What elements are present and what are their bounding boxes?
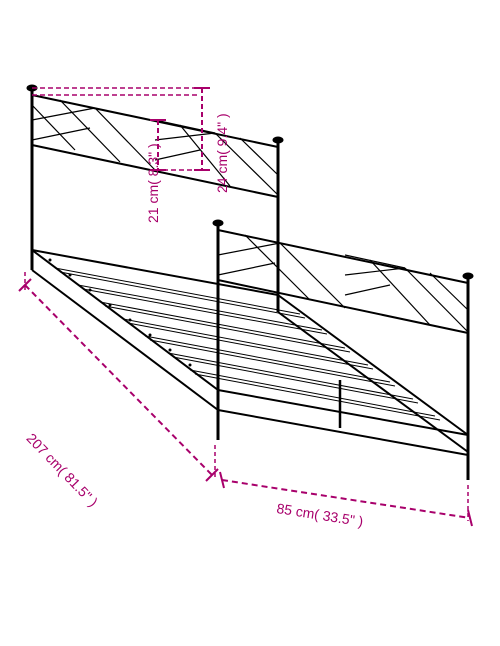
height-outer-label: 24 cm( 9.4" ) bbox=[214, 113, 230, 193]
dim-in: ( 8.3" ) bbox=[145, 143, 161, 185]
product-drawing-svg bbox=[0, 0, 500, 641]
dim-cm: 21 cm bbox=[145, 185, 161, 223]
dimension-diagram: 21 cm( 8.3" ) 24 cm( 9.4" ) 207 cm( 81.5… bbox=[0, 0, 500, 641]
dim-cm: 24 cm bbox=[214, 155, 230, 193]
height-inner-label: 21 cm( 8.3" ) bbox=[145, 143, 161, 223]
dim-in: ( 9.4" ) bbox=[214, 113, 230, 155]
